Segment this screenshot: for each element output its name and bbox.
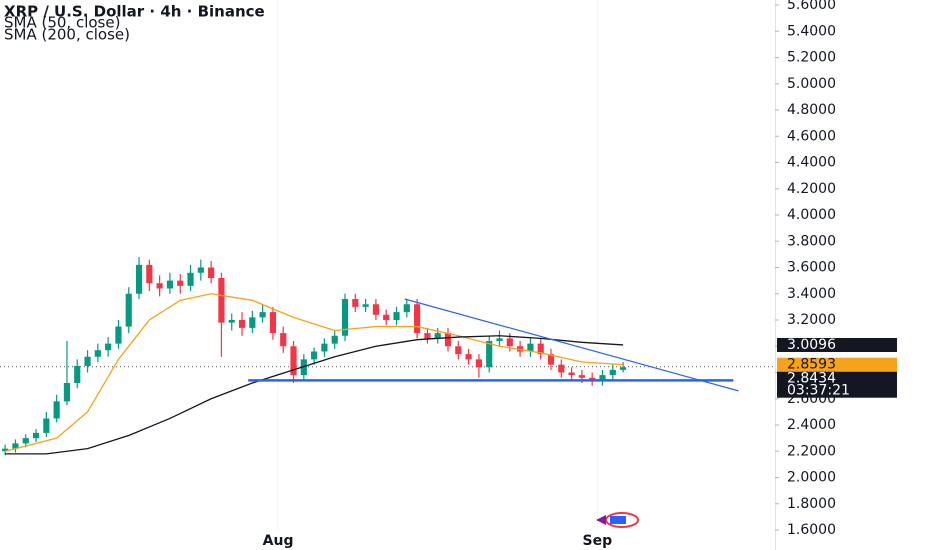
plot-area [0,0,775,530]
candle-body [486,341,493,368]
price-tag-label: 2.8434 [787,371,836,387]
candle-body [238,320,246,328]
candle-body [63,383,71,402]
candle-body [146,264,153,284]
sma-line [5,335,624,455]
x-tick-label: Sep [583,533,613,549]
sma-line [4,293,624,452]
candle-body [352,299,359,307]
candle-body [32,432,40,439]
candle-body [465,354,472,360]
candle-body [218,278,225,323]
y-tick-label: 5.6000 [787,0,836,13]
candle-body [424,333,431,339]
y-tick-label: 2.0000 [787,470,836,486]
candle-body [115,326,122,344]
candle-body [609,369,616,376]
candle-body [568,372,575,376]
candle-body [12,443,19,449]
candle-body [197,267,204,273]
y-tick-label: 1.6000 [787,522,836,538]
candle-body [589,377,596,381]
candle-body [43,418,50,433]
axes: 1.60001.80002.00002.20002.40002.60002.80… [263,0,897,549]
y-tick-label: 1.8000 [787,496,836,512]
price-tag [777,371,897,398]
countdown: 03:37:21 [787,383,850,399]
price-tag [777,357,897,372]
price-tag-label: 3.0096 [787,337,836,353]
y-tick-label: 4.8000 [787,102,836,118]
candle-body [280,333,287,347]
candle-body [434,333,441,339]
candle-body [475,359,482,368]
candle-body [372,304,380,315]
candle-body [187,272,194,286]
candle-body [578,375,585,378]
candle-body [259,312,266,318]
candle-body [547,354,555,365]
y-tick-label: 5.0000 [787,76,836,92]
y-tick-label: 4.2000 [787,181,836,197]
candle-body [22,438,29,444]
candle-body [620,367,627,370]
candle-body [496,338,503,341]
candle-body [74,365,81,383]
price-tag [777,337,897,352]
price-tag-label: 2.8593 [787,357,836,373]
y-tick-label: 4.4000 [787,155,836,171]
chart-title: XRP / U.S. Dollar · 4h · Binance [4,3,265,21]
y-tick-label: 5.2000 [787,50,836,66]
candle-body [506,338,513,347]
y-tick-label: 4.6000 [787,128,836,144]
candle-body [393,312,400,320]
y-tick-label: 5.4000 [787,23,836,39]
trend-line [404,298,739,392]
candle-body [331,335,338,344]
x-tick-label: Aug [263,533,294,549]
candle-body [290,346,297,376]
candle-body [599,375,606,381]
candle-body [362,304,369,307]
candle-body [403,304,410,313]
candle-body [94,350,101,357]
candle-body [444,333,452,347]
candle-body [383,314,390,320]
candle-body [84,356,91,366]
y-tick-label: 4.0000 [787,207,836,223]
candle-body [558,364,565,373]
candle-body [321,343,328,352]
candle-body [2,448,9,452]
candle-body [228,320,235,323]
candle-body [105,343,112,351]
candle-body [269,312,277,334]
legend-entry: SMA (200, close) [4,26,130,44]
candle-body [527,343,534,352]
y-tick-label: 3.4000 [787,286,836,302]
candle-body [125,293,132,327]
candle-body [537,343,544,355]
candle-body [311,351,318,360]
y-tick-label: 3.6000 [787,260,836,276]
candle-body [455,346,462,355]
watermark-icon [596,512,639,528]
candle-body [166,280,174,289]
y-tick-label: 3.8000 [787,233,836,249]
candle-body [414,304,421,334]
y-tick-label: 2.4000 [787,417,836,433]
candle-body [177,280,184,286]
candle-body [53,401,60,419]
candle-body [341,299,349,336]
candle-body [156,283,163,289]
y-tick-label: 3.2000 [787,312,836,328]
legend-entry: SMA (50, close) [4,14,120,32]
candle-body [135,264,143,294]
candle-body [208,267,215,278]
y-tick-label: 2.2000 [787,443,836,459]
candle-body [249,317,256,328]
